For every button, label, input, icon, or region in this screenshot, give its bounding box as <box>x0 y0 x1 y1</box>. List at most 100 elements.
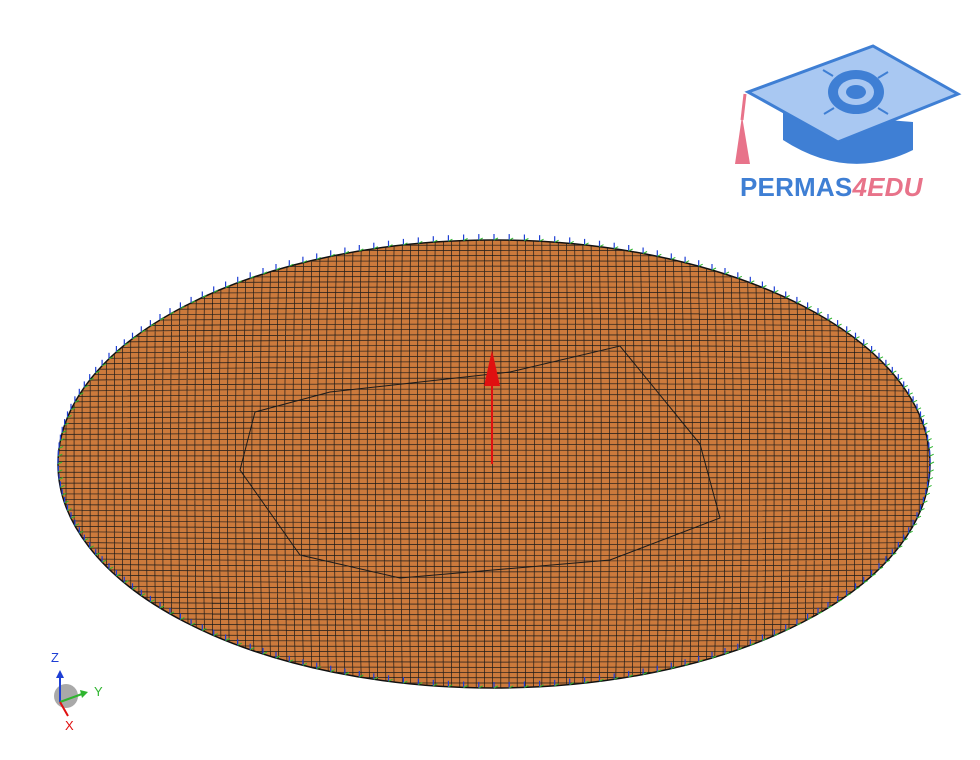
constraint-marker-y <box>67 414 72 418</box>
constraint-marker-y <box>737 647 743 651</box>
constraint-marker-y <box>262 271 268 275</box>
constraint-marker-y <box>846 329 851 333</box>
constraint-marker-y <box>508 685 514 689</box>
constraint-marker-y <box>302 260 308 264</box>
logo-brand-accent: 4EDU <box>852 172 923 202</box>
constraint-marker-y <box>159 605 165 609</box>
constraint-marker-y <box>923 422 928 426</box>
constraint-marker-y <box>403 680 408 684</box>
constraint-marker-y <box>912 523 918 527</box>
constraint-marker-y <box>898 377 903 381</box>
boundary-constraints <box>57 234 935 689</box>
constraint-marker-y <box>817 311 823 315</box>
constraint-marker-y <box>249 275 255 279</box>
constraint-marker-y <box>403 242 408 246</box>
constraint-marker-y <box>388 678 393 682</box>
constraint-marker-y <box>448 684 453 688</box>
constraint-marker-y <box>169 611 175 615</box>
constraint-marker-y <box>180 617 185 621</box>
constraint-marker-y <box>613 676 619 680</box>
constraint-marker-y <box>807 305 812 309</box>
constraint-marker-y <box>84 384 89 388</box>
constraint-marker-y <box>344 251 350 254</box>
axis-z-label: Z <box>51 650 59 665</box>
constraint-marker-y <box>330 669 335 673</box>
constraint-marker-y <box>554 683 559 687</box>
constraint-marker-y <box>132 586 137 590</box>
constraint-marker-y <box>58 445 64 449</box>
constraint-marker-y <box>373 246 379 250</box>
load-arrow[interactable] <box>484 350 500 464</box>
constraint-marker-y <box>84 538 89 542</box>
axis-x-label: X <box>65 718 74 733</box>
constraint-marker-y <box>275 267 281 271</box>
constraint-marker-y <box>916 407 922 411</box>
constraint-marker-y <box>737 275 743 279</box>
constraint-marker-y <box>554 239 559 243</box>
constraint-marker-y <box>885 559 891 563</box>
constraint-marker-y <box>762 285 767 288</box>
constraint-marker-y <box>70 407 76 411</box>
constraint-marker-y <box>871 349 876 353</box>
constraint-marker-y <box>863 580 868 584</box>
axis-y-label: Y <box>94 684 103 699</box>
constraint-marker-y <box>508 237 514 241</box>
constraint-marker-y <box>95 370 100 374</box>
constraint-marker-y <box>132 336 137 340</box>
constraint-marker-y <box>289 263 294 267</box>
constraint-marker-y <box>478 237 484 241</box>
constraint-marker-y <box>169 311 175 315</box>
constraint-marker-y <box>359 248 364 252</box>
constraint-marker-y <box>750 280 755 284</box>
constraint-marker-y <box>855 336 860 340</box>
axis-triad[interactable]: Z Y X <box>42 646 122 736</box>
constraint-marker-y <box>642 251 648 254</box>
constraint-marker-y <box>925 430 931 434</box>
constraint-marker-y <box>60 438 65 442</box>
constraint-marker-y <box>57 461 63 465</box>
constraint-marker-y <box>807 617 812 621</box>
constraint-marker-y <box>855 586 860 590</box>
constraint-marker-y <box>599 678 604 682</box>
constraint-marker-y <box>539 238 544 242</box>
constraint-marker-y <box>58 477 64 481</box>
constraint-marker-y <box>388 244 393 248</box>
constraint-marker-y <box>418 682 423 686</box>
constraint-marker-y <box>101 559 107 563</box>
constraint-marker-y <box>373 676 379 680</box>
constraint-marker-y <box>61 492 67 496</box>
constraint-marker-y <box>159 317 165 321</box>
constraint-marker-y <box>599 244 604 248</box>
constraint-marker-y <box>846 593 851 597</box>
constraint-marker-y <box>108 566 114 570</box>
constraint-marker-y <box>225 285 230 288</box>
constraint-marker-y <box>892 552 897 556</box>
constraint-marker-y <box>95 552 100 556</box>
constraint-marker-y <box>684 662 690 666</box>
constraint-marker-y <box>101 363 107 367</box>
constraint-marker-y <box>929 469 934 473</box>
constraint-marker-y <box>698 659 703 663</box>
constraint-marker-y <box>920 508 925 512</box>
constraint-marker-y <box>433 239 438 243</box>
constraint-marker-y <box>275 655 281 659</box>
permas4edu-logo-icon <box>735 44 962 164</box>
constraint-marker-y <box>628 674 633 678</box>
constraint-marker-y <box>628 248 633 252</box>
constraint-marker-y <box>180 305 185 309</box>
constraint-marker-y <box>316 666 321 670</box>
meshed-plate[interactable] <box>57 239 931 689</box>
constraint-marker-y <box>657 669 662 673</box>
constraint-marker-y <box>463 685 468 688</box>
constraint-marker-y <box>141 593 146 597</box>
constraint-marker-y <box>684 260 690 264</box>
constraint-marker-y <box>837 323 842 327</box>
constraint-marker-y <box>762 638 767 641</box>
constraint-marker-y <box>817 611 823 615</box>
constraint-marker-y <box>920 414 925 418</box>
constraint-marker-y <box>796 622 802 626</box>
constraint-marker-y <box>827 605 833 609</box>
logo-brand-main: PERMAS <box>740 172 853 202</box>
constraint-marker-y <box>837 599 842 603</box>
